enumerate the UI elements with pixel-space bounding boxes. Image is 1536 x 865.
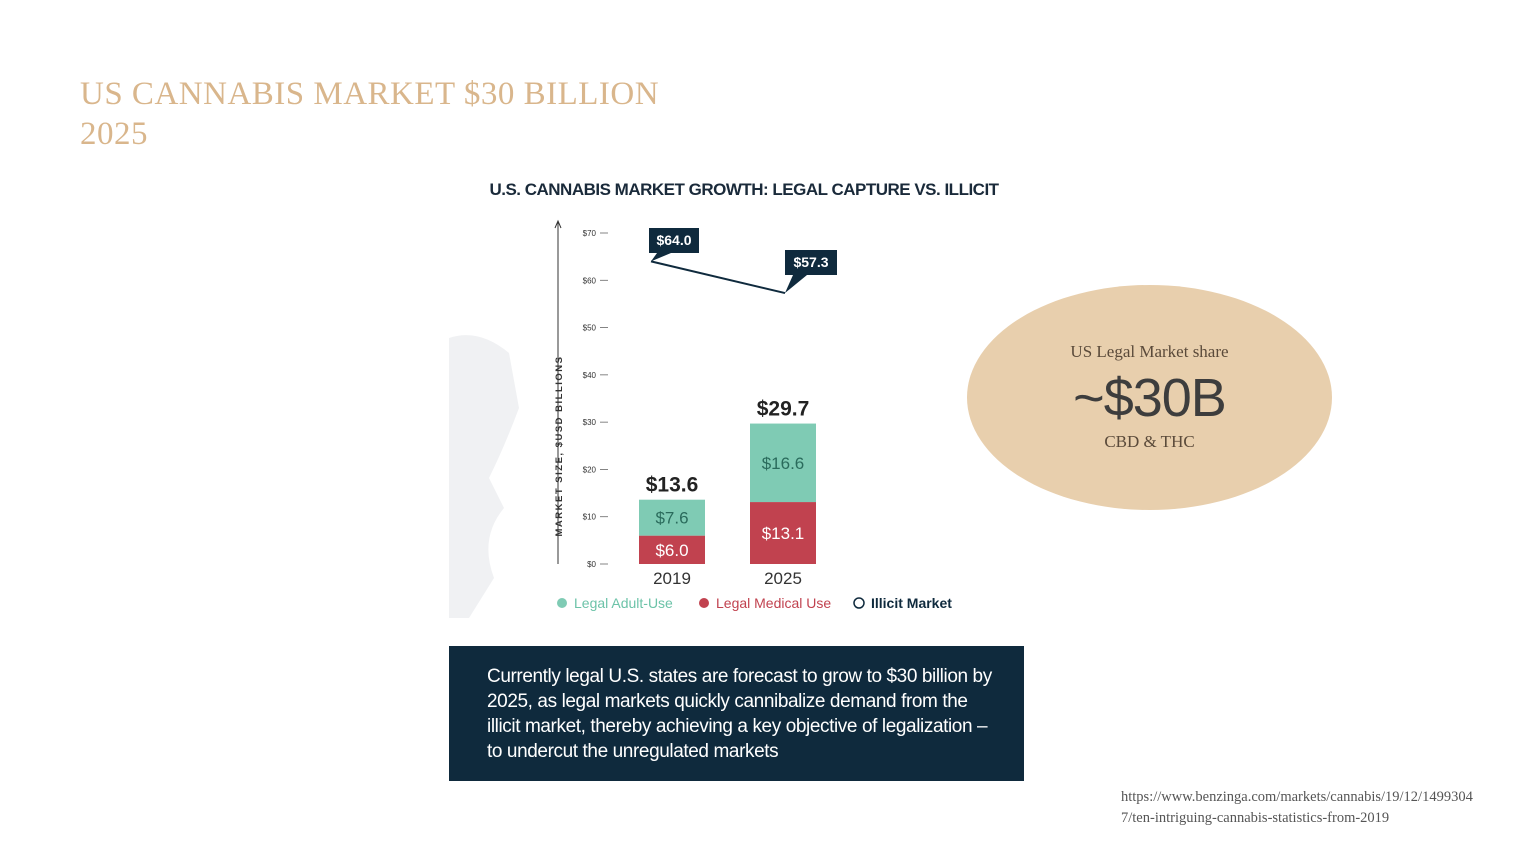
bar-total-label: $13.6 <box>646 474 699 497</box>
bar-segment-label: $13.1 <box>762 524 805 543</box>
y-tick-label: $10 <box>583 513 597 522</box>
y-tick-label: $60 <box>583 276 597 285</box>
y-axis-arrow-icon <box>554 219 562 229</box>
bar-segment-label: $7.6 <box>655 509 688 528</box>
illicit-market-line <box>650 260 786 295</box>
background-map-shape <box>449 335 519 618</box>
legend-marker <box>853 597 865 609</box>
highlight-ellipse: US Legal Market share ~$30B CBD & THC <box>967 285 1332 510</box>
legend-label: Illicit Market <box>871 595 952 611</box>
bar-total-label: $29.7 <box>757 398 810 421</box>
illicit-callout-pointer <box>785 275 807 294</box>
y-tick-label: $50 <box>583 324 597 333</box>
illicit-value-label: $64.0 <box>656 232 691 248</box>
source-line1[interactable]: https://www.benzinga.com/markets/cannabi… <box>1121 789 1473 805</box>
slide-title-line2: 2025 <box>80 116 148 152</box>
chart-svg: MARKET SIZE, $USD BILLIONS $0 $10 $20 $30 $40… <box>449 219 952 618</box>
bar-segment <box>639 499 705 536</box>
slide-title: US CANNABIS MARKET $30 BILLION 2025 <box>80 74 720 154</box>
illicit-callout-pointer <box>651 253 671 262</box>
highlight-sub: CBD & THC <box>1104 432 1195 451</box>
illicit-callout-box <box>785 250 837 275</box>
slide-title-line1: US CANNABIS MARKET $30 BILLION <box>80 76 660 112</box>
legend-label: Legal Medical Use <box>716 595 831 611</box>
source-link[interactable]: https://www.benzinga.com/markets/cannabi… <box>1121 787 1521 829</box>
y-tick-label: $20 <box>583 465 597 474</box>
bar-segment-label: $6.0 <box>655 541 688 560</box>
bar-segment-label: $16.6 <box>762 454 805 473</box>
illicit-callout-box <box>649 228 699 253</box>
y-tick-label: $70 <box>583 229 597 238</box>
legend-marker <box>699 598 709 608</box>
chart-figure: U.S. CANNABIS MARKET GROWTH: LEGAL CAPTU… <box>449 178 1024 781</box>
bar-segment <box>750 423 816 503</box>
bar-segment <box>750 502 816 564</box>
chart-title: U.S. CANNABIS MARKET GROWTH: LEGAL CAPTU… <box>489 180 999 199</box>
legend-label: Legal Adult-Use <box>574 595 673 611</box>
y-axis-title: MARKET SIZE, $USD BILLIONS <box>554 356 565 537</box>
illicit-value-label: $57.3 <box>793 254 828 270</box>
highlight-value: ~$30B <box>1073 368 1227 428</box>
chart-caption: Currently legal U.S. states are forecast… <box>449 646 1024 781</box>
y-tick-label: $0 <box>587 560 596 569</box>
y-tick-label: $30 <box>583 418 597 427</box>
highlight-label: US Legal Market share <box>1070 342 1229 361</box>
bar-segment <box>639 535 705 564</box>
y-tick-label: $40 <box>583 371 597 380</box>
legend-marker <box>557 598 567 608</box>
x-tick-label: 2025 <box>764 569 802 588</box>
x-tick-label: 2019 <box>653 569 691 588</box>
source-line2[interactable]: 7/ten-intriguing-cannabis-statistics-fro… <box>1121 810 1390 826</box>
